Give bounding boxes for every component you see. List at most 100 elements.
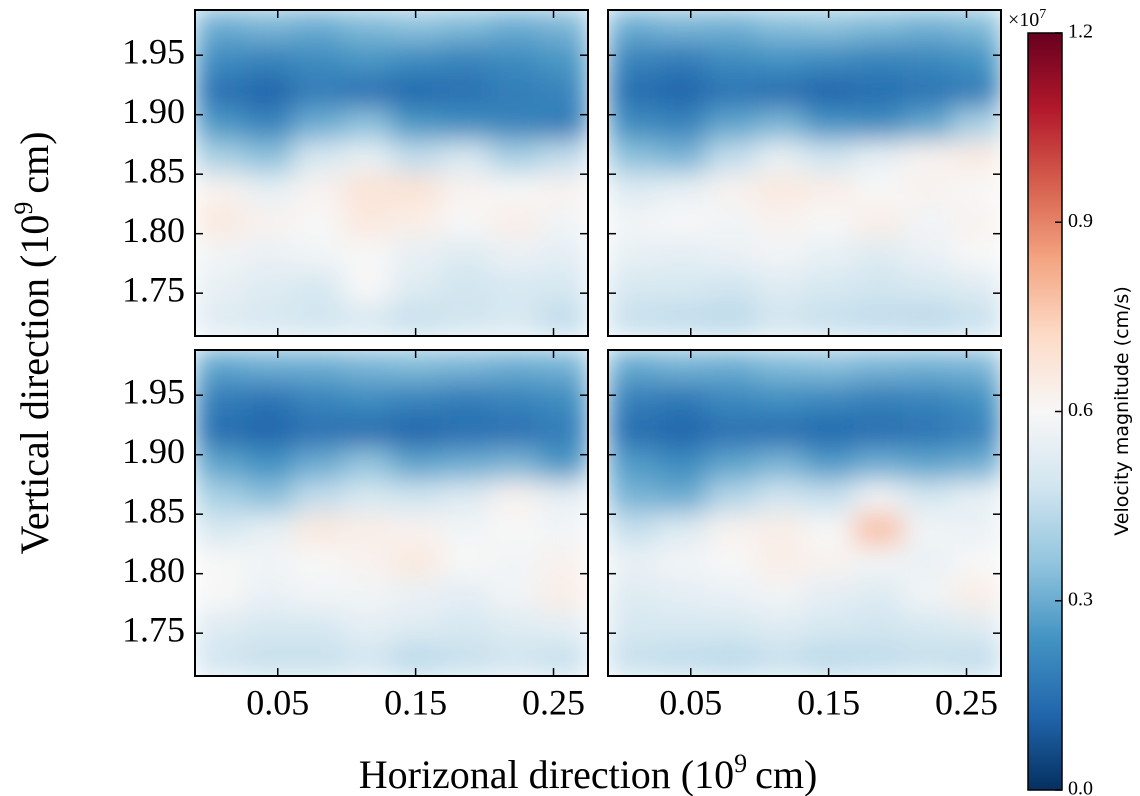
heatmap-cell (391, 578, 442, 612)
heatmap-cell (293, 10, 343, 44)
heatmap-cell (657, 610, 707, 644)
heatmap-cell (608, 513, 658, 547)
heatmap-cell (706, 480, 756, 514)
heatmap-cell (608, 75, 658, 109)
heatmap-cell (657, 480, 707, 514)
heatmap-cell (608, 173, 658, 207)
heatmap-cell (293, 205, 343, 239)
heatmap-cell (440, 238, 491, 272)
heatmap-cell (902, 303, 953, 337)
heatmap-cell (804, 480, 855, 514)
heatmap-cell (853, 610, 904, 644)
heatmap-cell (951, 578, 1002, 612)
heatmap-cell (489, 303, 540, 337)
heatmap-cell (489, 610, 540, 644)
heatmap-cell (244, 75, 294, 109)
heatmap-cell (951, 140, 1002, 174)
heatmap-cell (902, 173, 953, 207)
heatmap-cell (195, 480, 245, 514)
heatmap-cell (706, 610, 756, 644)
heatmap-cell (902, 42, 953, 76)
heatmap-cell (706, 415, 756, 449)
heatmap-cell (440, 480, 491, 514)
heatmap-cell (804, 205, 855, 239)
heatmap-cell (657, 303, 707, 337)
heatmap (608, 10, 1002, 337)
heatmap-cell (195, 415, 245, 449)
heatmap-cell (244, 173, 294, 207)
heatmap-cell (391, 513, 442, 547)
heatmap-cell (391, 238, 442, 272)
heatmap-cell (195, 75, 245, 109)
heatmap-cell (657, 578, 707, 612)
heatmap-cell (244, 10, 294, 44)
heatmap-cell (706, 238, 756, 272)
heatmap-cell (853, 578, 904, 612)
colorbar-tick-label: 1.2 (1068, 21, 1093, 43)
heatmap-cell (293, 303, 343, 337)
heatmap-cell (195, 107, 245, 141)
heatmap-cell (755, 545, 805, 579)
heatmap-cell (755, 173, 805, 207)
heatmap-cell (853, 75, 904, 109)
heatmap-cell (853, 480, 904, 514)
y-tick-label: 1.80 (122, 550, 185, 590)
heatmap-cell (951, 75, 1002, 109)
heatmap-cell (755, 140, 805, 174)
heatmap-cell (706, 545, 756, 579)
heatmap-cell (853, 382, 904, 416)
x-tick-label: 0.25 (935, 682, 998, 722)
heatmap-cell (489, 238, 540, 272)
heatmap-cell (342, 382, 392, 416)
heatmap-cell (195, 382, 245, 416)
y-tick-label: 1.85 (122, 490, 185, 530)
heatmap-cell (608, 447, 658, 481)
heatmap-cell (489, 270, 540, 304)
heatmap-cell (951, 513, 1002, 547)
heatmap-cell (902, 75, 953, 109)
heatmap-cell (489, 107, 540, 141)
heatmap-cell (804, 415, 855, 449)
heatmap-cell (244, 578, 294, 612)
heatmap-cell (853, 42, 904, 76)
heatmap-cell (293, 610, 343, 644)
heatmap-cell (391, 480, 442, 514)
heatmap-cell (489, 545, 540, 579)
heatmap-cell (755, 238, 805, 272)
heatmap-cell (342, 42, 392, 76)
heatmap-cell (608, 480, 658, 514)
heatmap-cell (902, 513, 953, 547)
heatmap-cell (853, 545, 904, 579)
heatmap-cell (706, 447, 756, 481)
heatmap-cell (706, 643, 756, 677)
y-tick-label: 1.90 (122, 91, 185, 131)
heatmap-cell (951, 10, 1002, 44)
heatmap-cell (755, 10, 805, 44)
heatmap-cell (657, 173, 707, 207)
y-tick-label: 1.95 (122, 31, 185, 71)
heatmap-cell (342, 415, 392, 449)
heatmap-cell (853, 173, 904, 207)
heatmap-cell (538, 140, 589, 174)
heatmap-cell (951, 42, 1002, 76)
heatmap-cell (706, 513, 756, 547)
heatmap-cell (755, 382, 805, 416)
heatmap-cell (244, 480, 294, 514)
heatmap-cell (755, 205, 805, 239)
heatmap-cell (657, 140, 707, 174)
y-axis-label: Vertical direction (109cm) (9, 131, 57, 554)
heatmap-cell (489, 513, 540, 547)
heatmap-cell (951, 173, 1002, 207)
heatmap-cell (902, 140, 953, 174)
heatmap-cell (853, 140, 904, 174)
heatmap-cell (755, 75, 805, 109)
heatmap-cell (440, 140, 491, 174)
heatmap-cell (902, 10, 953, 44)
heatmap-cell (608, 350, 658, 384)
heatmap (608, 350, 1002, 677)
heatmap-cell (342, 205, 392, 239)
heatmap-cell (440, 415, 491, 449)
heatmap-cell (391, 610, 442, 644)
heatmap-cell (538, 382, 589, 416)
